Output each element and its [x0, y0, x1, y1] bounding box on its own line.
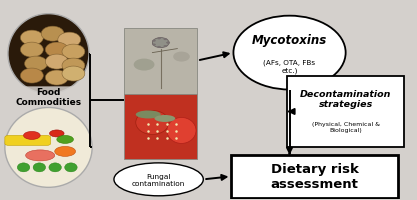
Text: Fungal
contamination: Fungal contamination — [132, 173, 185, 186]
Ellipse shape — [18, 163, 30, 172]
Ellipse shape — [154, 115, 175, 122]
Ellipse shape — [136, 111, 169, 135]
Bar — [124, 28, 197, 94]
Ellipse shape — [25, 150, 55, 161]
Text: Food
Commodities: Food Commodities — [15, 87, 82, 107]
Bar — [287, 76, 404, 148]
Ellipse shape — [234, 17, 346, 90]
Ellipse shape — [163, 39, 167, 41]
Ellipse shape — [49, 163, 61, 172]
Ellipse shape — [167, 118, 196, 144]
Ellipse shape — [157, 38, 161, 40]
Ellipse shape — [20, 31, 43, 46]
Bar — [231, 155, 397, 198]
Ellipse shape — [45, 55, 68, 70]
Ellipse shape — [166, 42, 170, 44]
Ellipse shape — [134, 59, 154, 71]
Ellipse shape — [58, 33, 81, 48]
Ellipse shape — [45, 43, 68, 58]
Text: Decontamination
strategies: Decontamination strategies — [300, 89, 391, 109]
Text: Mycotoxins: Mycotoxins — [252, 34, 327, 47]
FancyBboxPatch shape — [5, 136, 50, 146]
Ellipse shape — [163, 46, 167, 48]
Ellipse shape — [166, 42, 170, 44]
Ellipse shape — [20, 69, 43, 84]
Text: (Physical, Chemical &
Biological): (Physical, Chemical & Biological) — [311, 121, 379, 132]
Text: Dietary risk
assessment: Dietary risk assessment — [271, 163, 359, 190]
Ellipse shape — [45, 71, 68, 86]
Ellipse shape — [136, 111, 161, 119]
Ellipse shape — [33, 163, 45, 172]
Ellipse shape — [152, 44, 156, 46]
Ellipse shape — [173, 52, 190, 62]
Ellipse shape — [114, 163, 203, 196]
Ellipse shape — [157, 47, 161, 49]
Ellipse shape — [62, 59, 85, 74]
Ellipse shape — [8, 15, 89, 94]
Ellipse shape — [23, 132, 40, 140]
Ellipse shape — [41, 27, 64, 42]
Ellipse shape — [152, 38, 169, 48]
Ellipse shape — [62, 45, 85, 60]
Ellipse shape — [20, 43, 43, 58]
Ellipse shape — [62, 67, 85, 82]
Ellipse shape — [25, 57, 48, 72]
Bar — [124, 94, 197, 160]
Ellipse shape — [65, 163, 77, 172]
Ellipse shape — [152, 41, 156, 42]
Ellipse shape — [57, 136, 73, 144]
Text: (AFs, OTA, FBs
etc.): (AFs, OTA, FBs etc.) — [264, 59, 316, 73]
Ellipse shape — [50, 130, 64, 137]
Ellipse shape — [55, 147, 75, 157]
Ellipse shape — [5, 108, 92, 187]
